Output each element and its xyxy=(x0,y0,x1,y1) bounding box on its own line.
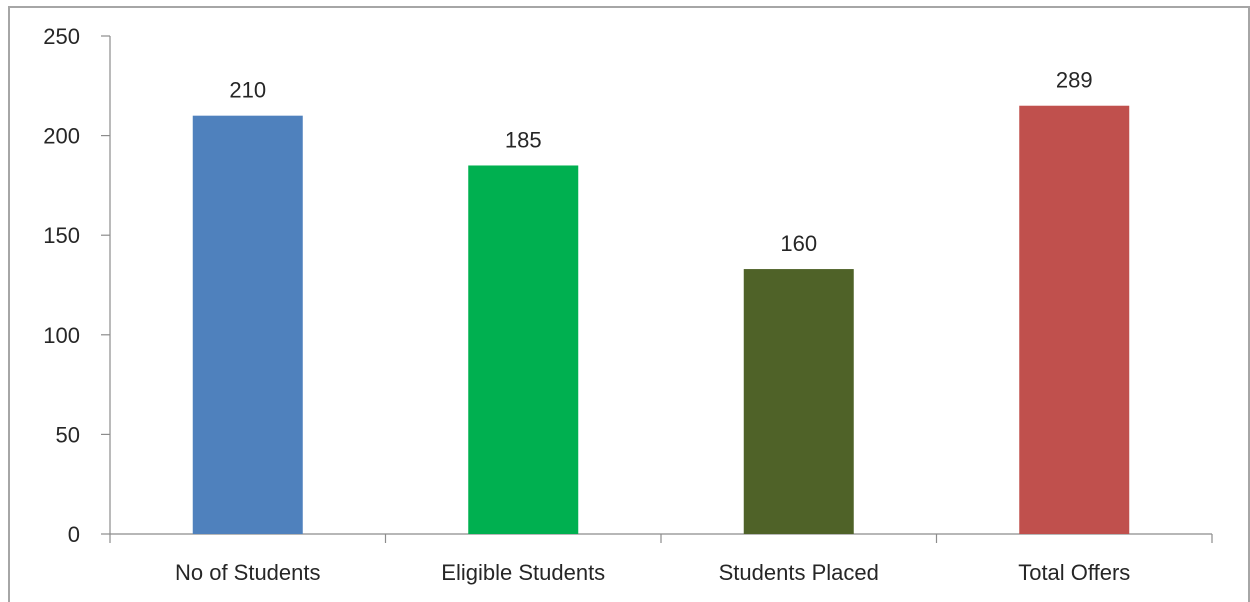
data-label: 289 xyxy=(1056,68,1093,93)
data-label: 210 xyxy=(229,78,266,103)
x-tick-label: Eligible Students xyxy=(441,560,605,585)
y-tick-label: 0 xyxy=(68,522,80,547)
x-tick-labels: No of Students Eligible Students Students … xyxy=(175,560,1130,585)
y-tick-label: 50 xyxy=(56,422,80,447)
data-label: 160 xyxy=(780,231,817,256)
y-axis: 0 50 100 150 200 250 xyxy=(43,24,111,547)
x-tick-label: Total Offers xyxy=(1018,560,1130,585)
bar xyxy=(1019,105,1130,534)
x-tick-label: Students Placed xyxy=(719,560,879,585)
bar xyxy=(743,269,854,534)
data-label: 185 xyxy=(505,127,542,152)
x-tick-label: No of Students xyxy=(175,560,321,585)
y-tick-label: 100 xyxy=(43,323,80,348)
x-axis xyxy=(109,533,1213,543)
y-tick-label: 200 xyxy=(43,124,80,149)
bars xyxy=(192,105,1130,535)
bar xyxy=(192,115,303,535)
data-labels: 210 185 160 289 xyxy=(229,68,1092,256)
y-tick-label: 250 xyxy=(43,24,80,49)
y-tick-label: 150 xyxy=(43,223,80,248)
bar xyxy=(468,165,579,535)
